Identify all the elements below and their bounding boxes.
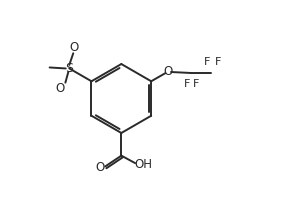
Text: F: F	[204, 57, 210, 67]
Text: S: S	[65, 62, 73, 75]
Text: O: O	[164, 65, 173, 78]
Text: O: O	[55, 83, 65, 95]
Text: O: O	[95, 161, 104, 174]
Text: F: F	[193, 79, 200, 89]
Text: O: O	[70, 41, 79, 54]
Text: F: F	[184, 79, 191, 89]
Text: F: F	[215, 57, 221, 67]
Text: OH: OH	[134, 158, 152, 171]
